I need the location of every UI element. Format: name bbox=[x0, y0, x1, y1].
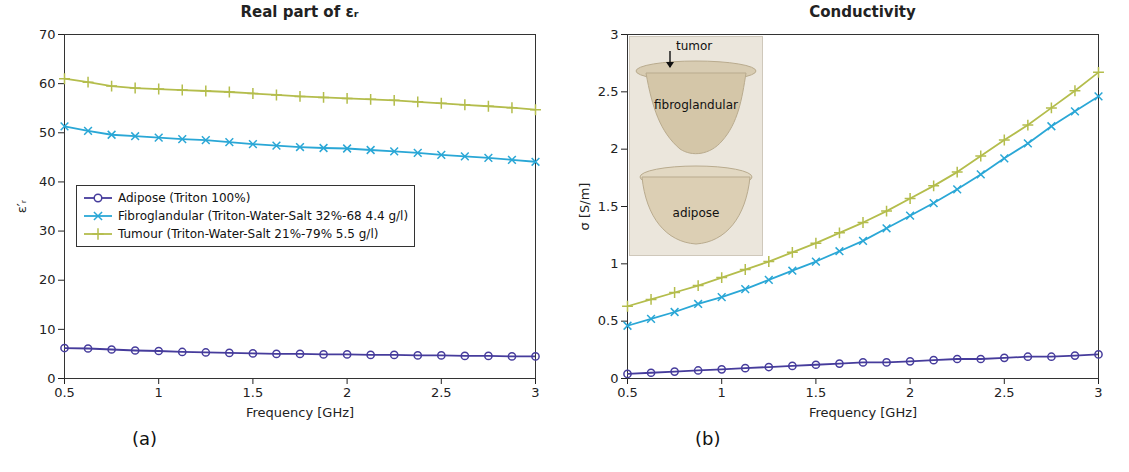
svg-text:40: 40 bbox=[39, 174, 56, 189]
svg-text:3: 3 bbox=[1094, 385, 1102, 400]
svg-text:50: 50 bbox=[39, 125, 56, 140]
svg-text:ε′ᵣ: ε′ᵣ bbox=[14, 199, 29, 213]
svg-text:0: 0 bbox=[47, 371, 55, 386]
svg-text:1: 1 bbox=[610, 256, 618, 271]
svg-text:2: 2 bbox=[610, 141, 618, 156]
svg-text:2: 2 bbox=[906, 385, 914, 400]
svg-text:Frequency [GHz]: Frequency [GHz] bbox=[809, 405, 917, 420]
svg-text:60: 60 bbox=[39, 76, 56, 91]
svg-text:σ [S/m]: σ [S/m] bbox=[577, 183, 592, 231]
html-text:Real part of εᵣ: Real part of εᵣ bbox=[240, 3, 359, 21]
svg-text:0.5: 0.5 bbox=[617, 385, 638, 400]
svg-text:tumor: tumor bbox=[676, 39, 712, 53]
svg-text:10: 10 bbox=[39, 322, 56, 337]
svg-text:0: 0 bbox=[610, 371, 618, 386]
svg-text:2.5: 2.5 bbox=[431, 385, 452, 400]
svg-text:2.5: 2.5 bbox=[598, 84, 619, 99]
svg-text:30: 30 bbox=[39, 223, 56, 238]
html-text:(a): (a) bbox=[132, 428, 158, 449]
svg-text:0.5: 0.5 bbox=[54, 385, 75, 400]
html-text:Adipose (Triton 100%): Adipose (Triton 100%) bbox=[118, 191, 251, 206]
svg-text:3: 3 bbox=[610, 27, 618, 42]
svg-text:fibroglandular: fibroglandular bbox=[654, 98, 738, 112]
svg-text:1.5: 1.5 bbox=[243, 385, 264, 400]
svg-text:2: 2 bbox=[343, 385, 351, 400]
svg-text:Frequency [GHz]: Frequency [GHz] bbox=[246, 405, 354, 420]
html-text:Tumour (Triton-Water-Salt 21%-: Tumour (Triton-Water-Salt 21%-79% 5.5 g/… bbox=[118, 227, 379, 242]
svg-text:1: 1 bbox=[718, 385, 726, 400]
html-text:Conductivity: Conductivity bbox=[809, 3, 916, 21]
svg-text:20: 20 bbox=[39, 272, 56, 287]
html-text:(b): (b) bbox=[695, 428, 721, 449]
svg-text:3: 3 bbox=[531, 385, 539, 400]
html-text:Fibroglandular (Triton-Water-S: Fibroglandular (Triton-Water-Salt 32%-68… bbox=[118, 209, 409, 224]
svg-text:70: 70 bbox=[39, 27, 56, 42]
svg-text:1.5: 1.5 bbox=[598, 199, 619, 214]
svg-text:1: 1 bbox=[155, 385, 163, 400]
svg-text:adipose: adipose bbox=[673, 206, 720, 220]
svg-text:2.5: 2.5 bbox=[994, 385, 1015, 400]
svg-text:1.5: 1.5 bbox=[806, 385, 827, 400]
svg-text:0.5: 0.5 bbox=[598, 313, 619, 328]
